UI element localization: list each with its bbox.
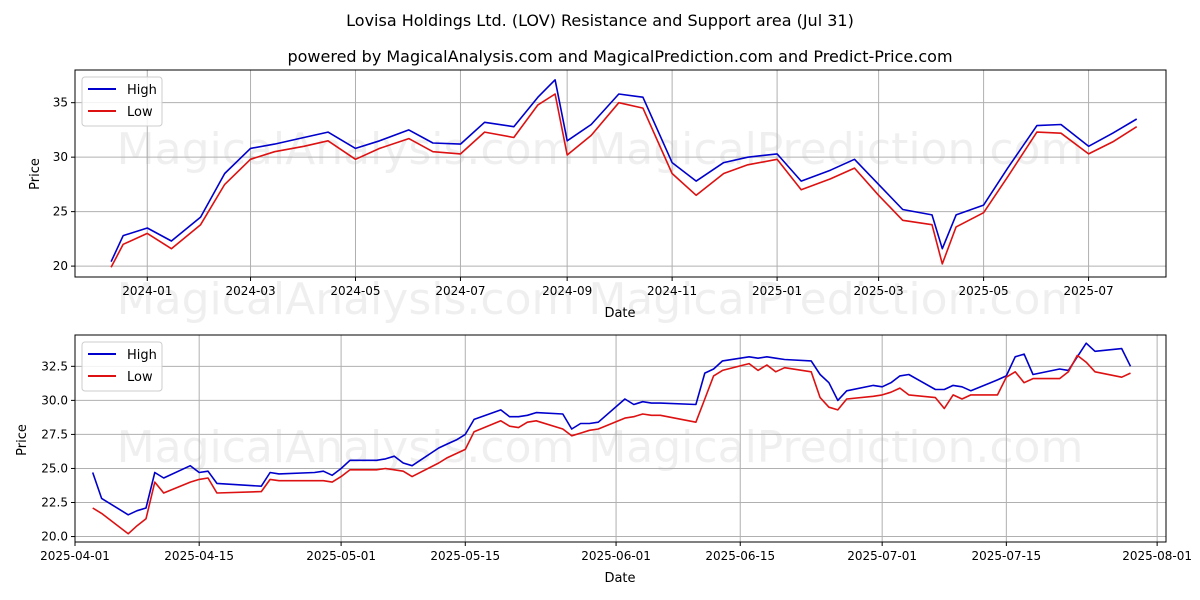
- bottom-x-tick-label: 2025-07-15: [971, 549, 1041, 563]
- top-y-tick-label: 20: [53, 259, 68, 273]
- bottom-legend-low-label: Low: [127, 370, 153, 385]
- bottom-x-tick-label: 2025-06-15: [705, 549, 775, 563]
- top-x-tick-label: 2024-03: [225, 284, 275, 298]
- top-x-tick-label: 2025-03: [854, 284, 904, 298]
- top-x-tick-label: 2025-05: [959, 284, 1009, 298]
- top-watermark-bottom: MagicalAnalysis.com MagicalPrediction.co…: [117, 274, 1084, 325]
- top-x-tick-label: 2025-07: [1063, 284, 1113, 298]
- bottom-x-tick-label: 2025-05-01: [306, 549, 376, 563]
- top-plot-frame: [74, 69, 1167, 278]
- top-x-axis-label: Date: [604, 306, 635, 321]
- top-high-series-line: [110, 79, 1138, 263]
- bottom-x-tick-label: 2025-08-01: [1122, 549, 1192, 563]
- top-y-tick-label: 25: [53, 205, 68, 219]
- top-x-tick-label: 2024-05: [330, 284, 380, 298]
- top-legend-low-label: Low: [127, 105, 153, 120]
- top-grid: [75, 70, 1166, 277]
- top-x-tick-label: 2025-01: [752, 284, 802, 298]
- bottom-legend-high-label: High: [127, 348, 157, 363]
- bottom-plot-frame: [74, 334, 1167, 543]
- bottom-x-axis-label: Date: [604, 571, 635, 586]
- bottom-legend: High Low: [81, 341, 163, 392]
- bottom-x-tick-label: 2025-04-01: [40, 549, 110, 563]
- top-series-lines: [110, 79, 1138, 268]
- top-tick-labels: 2024-01 2024-03 2024-05 2024-07 2024-09 2024-…: [53, 96, 1114, 298]
- chart-subtitle: powered by MagicalAnalysis.com and Magic…: [287, 47, 952, 66]
- top-low-series-line: [110, 93, 1138, 268]
- bottom-y-tick-label: 25.0: [41, 461, 68, 475]
- bottom-series-lines: [91, 342, 1132, 535]
- bottom-y-axis-label: Price: [15, 424, 30, 456]
- bottom-x-tick-label: 2025-07-01: [847, 549, 917, 563]
- bottom-grid: [74, 335, 1166, 542]
- bottom-x-tick-label: 2025-06-01: [581, 549, 651, 563]
- top-y-tick-label: 35: [53, 96, 68, 110]
- chart-title: Lovisa Holdings Ltd. (LOV) Resistance an…: [346, 11, 854, 30]
- top-legend: High Low: [81, 76, 163, 127]
- bottom-y-tick-label: 32.5: [41, 359, 68, 373]
- top-x-tick-label: 2024-09: [542, 284, 592, 298]
- bottom-low-series-line: [92, 354, 1131, 535]
- top-x-tick-label: 2024-01: [122, 284, 172, 298]
- bottom-y-tick-label: 20.0: [41, 530, 68, 544]
- top-legend-high-label: High: [127, 83, 157, 98]
- top-chart-panel: MagicalAnalysis.com MagicalPrediction.co…: [28, 69, 1167, 325]
- bottom-high-series-line: [91, 342, 1132, 516]
- top-y-tick-label: 30: [53, 150, 68, 164]
- top-y-axis-label: Price: [28, 158, 43, 190]
- bottom-tick-labels: 2025-04-01 2025-04-15 2025-05-01 2025-05-15…: [40, 359, 1192, 563]
- bottom-y-tick-label: 30.0: [41, 393, 68, 407]
- bottom-chart-panel: MagicalAnalysis.com MagicalPrediction.co…: [15, 334, 1192, 586]
- top-x-tick-label: 2024-07: [435, 284, 485, 298]
- bottom-watermark: MagicalAnalysis.com MagicalPrediction.co…: [117, 422, 1084, 473]
- bottom-x-tick-label: 2025-04-15: [164, 549, 234, 563]
- bottom-x-tick-label: 2025-05-15: [430, 549, 500, 563]
- bottom-y-tick-label: 27.5: [41, 427, 68, 441]
- bottom-y-tick-label: 22.5: [41, 496, 68, 510]
- top-watermark: MagicalAnalysis.com MagicalPrediction.co…: [117, 124, 1084, 175]
- top-x-tick-label: 2024-11: [647, 284, 697, 298]
